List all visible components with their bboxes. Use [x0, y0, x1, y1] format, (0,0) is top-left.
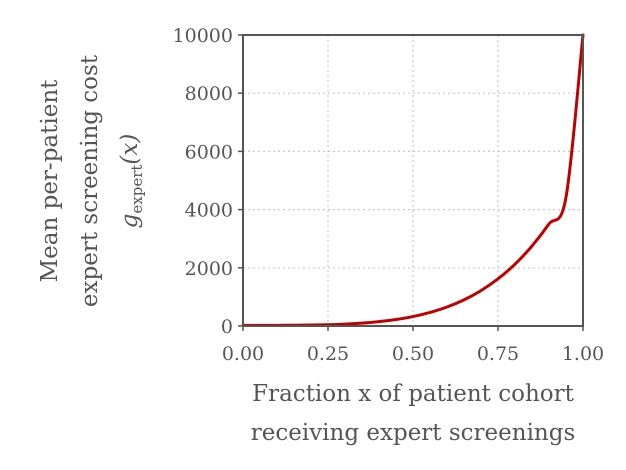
y-label-math-subscript: expert [128, 165, 146, 214]
tick-marks [238, 34, 584, 331]
y-tick-label-5: 10000 [173, 25, 233, 47]
y-tick-label-3: 6000 [185, 141, 233, 163]
y-tick-label-2: 4000 [185, 200, 233, 222]
x-tick-label-2: 0.50 [392, 343, 434, 365]
y-axis-label-line-2: expert screening cost [77, 54, 103, 307]
x-tick-label-4: 1.00 [562, 343, 604, 365]
y-tick-labels: 0 2000 4000 6000 8000 10000 [173, 25, 233, 338]
y-axis-label-line-3: gexpert(x) [117, 134, 146, 229]
x-tick-label-0: 0.00 [222, 343, 264, 365]
y-label-math-argument: (x) [117, 134, 143, 165]
x-axis-label-line-1: Fraction x of patient cohort [252, 381, 574, 407]
y-tick-label-4: 8000 [185, 83, 233, 105]
x-axis-label-line-2: receiving expert screenings [251, 420, 576, 446]
x-tick-label-3: 0.75 [477, 343, 519, 365]
x-tick-label-1: 0.25 [307, 343, 349, 365]
x-tick-labels: 0.00 0.25 0.50 0.75 1.00 [222, 343, 604, 365]
y-axis-label: Mean per-patient expert screening cost g… [37, 54, 146, 307]
y-axis-label-line-1: Mean per-patient [37, 79, 63, 283]
y-label-math-base: g [117, 214, 143, 229]
y-tick-label-1: 2000 [185, 258, 233, 280]
grid-lines [243, 35, 583, 326]
y-tick-label-0: 0 [221, 316, 233, 338]
